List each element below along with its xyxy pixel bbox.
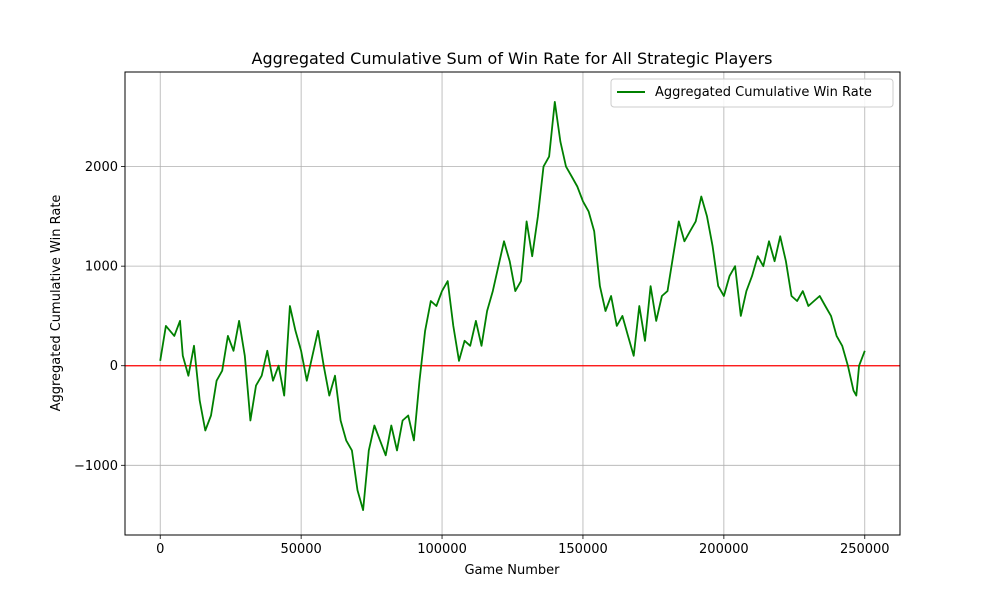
x-tick-label: 200000 — [699, 542, 749, 557]
x-tick-label: 150000 — [558, 542, 608, 557]
y-axis-label: Aggregated Cumulative Win Rate — [49, 195, 64, 412]
x-tick-label: 250000 — [840, 542, 890, 557]
y-axis-ticks: −1000 0 1000 2000 — [74, 160, 125, 474]
x-tick-label: 100000 — [417, 542, 467, 557]
chart-title: Aggregated Cumulative Sum of Win Rate fo… — [252, 49, 773, 68]
series-line — [159, 101, 866, 512]
plot-frame — [124, 71, 901, 536]
series-layer — [159, 101, 866, 512]
y-tick-label: −1000 — [74, 459, 118, 474]
x-tick-label: 0 — [156, 542, 164, 557]
x-axis-ticks: 0 50000 100000 150000 200000 250000 — [156, 535, 890, 557]
legend-box — [610, 78, 894, 108]
x-tick-label: 50000 — [280, 542, 321, 557]
y-tick-label: 0 — [110, 359, 118, 374]
x-axis-label: Game Number — [464, 563, 560, 578]
legend: Aggregated Cumulative Win Rate — [610, 78, 894, 108]
y-tick-label: 2000 — [85, 160, 118, 175]
legend-label: Aggregated Cumulative Win Rate — [655, 85, 872, 100]
y-tick-label: 1000 — [85, 260, 118, 275]
